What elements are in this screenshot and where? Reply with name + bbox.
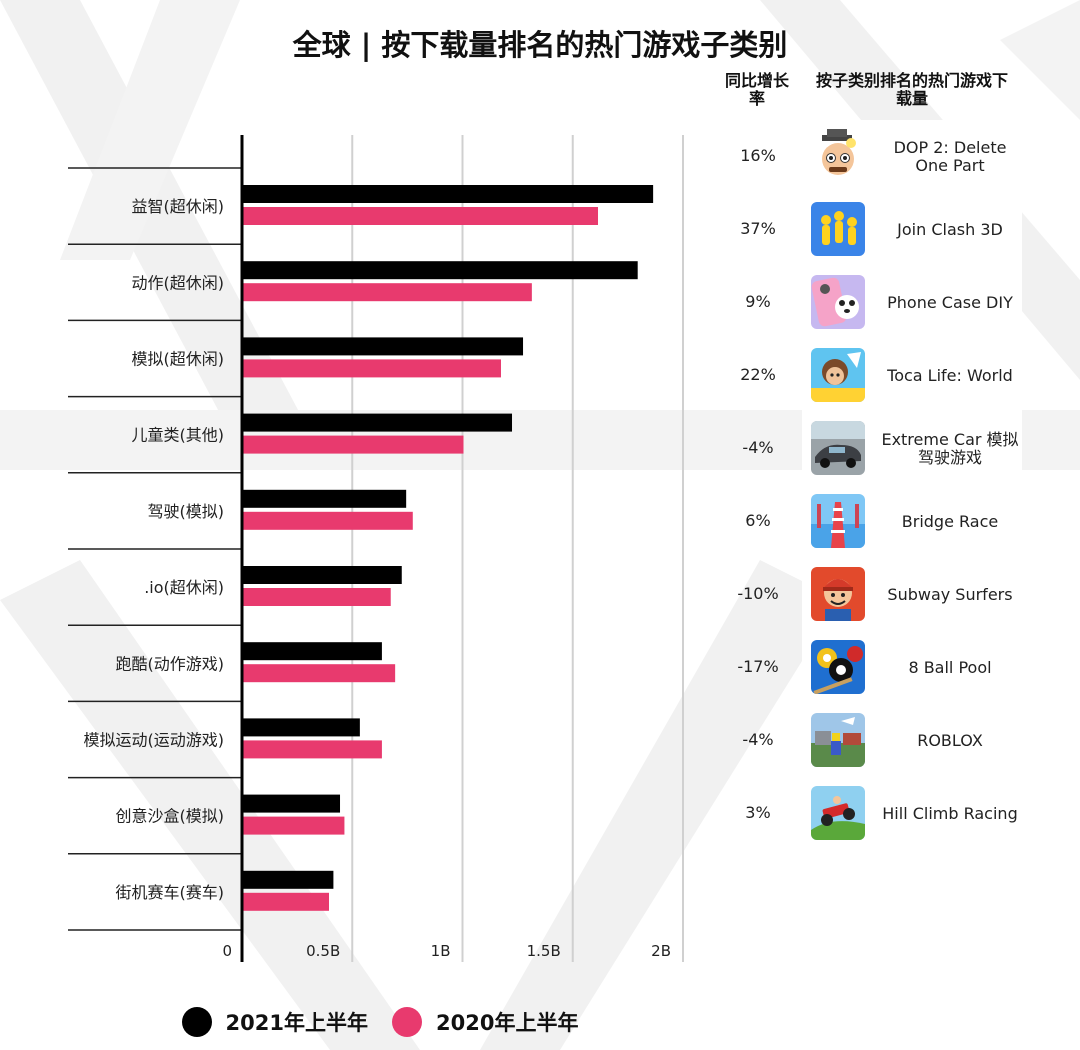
growth-value: 3% <box>745 803 771 822</box>
bar-2021 <box>243 185 654 203</box>
x-tick-label: 1.5B <box>527 942 561 960</box>
top-game-row: 16% DOP 2: Delete One Part <box>720 120 1030 193</box>
legend-item-2021: 2021年上半年 <box>181 1007 368 1037</box>
hill-climb-icon <box>811 786 865 840</box>
game-name: Extreme Car 模拟驾驶游戏 <box>881 429 1019 467</box>
bar-2020 <box>243 435 464 454</box>
x-tick-label: 0.5B <box>306 942 340 960</box>
game-name: Toca Life: World <box>887 365 1013 385</box>
legend: 2021年上半年 2020年上半年 <box>0 1004 760 1040</box>
x-tick-label: 0 <box>222 942 232 960</box>
game-name: 8 Ball Pool <box>908 657 992 677</box>
top-game-row: 6% Bridge Race <box>720 485 1030 558</box>
extreme-car-icon <box>811 421 865 475</box>
x-tick-label: 2B <box>651 942 671 960</box>
dop2-icon <box>811 129 865 183</box>
bar-2020 <box>243 816 345 835</box>
category-label: 街机赛车(赛车) <box>116 883 225 902</box>
category-label: 模拟(超休闲) <box>132 350 225 369</box>
join-clash-icon <box>811 202 865 256</box>
phone-case-icon <box>811 275 865 329</box>
game-name: DOP 2: Delete One Part <box>893 137 1007 175</box>
chart-title: 全球 | 按下载量排名的热门游戏子类别 <box>292 28 788 62</box>
top-game-row: -10% Subway Surfers <box>720 558 1030 631</box>
game-name: Phone Case DIY <box>887 292 1013 312</box>
bar-2021 <box>243 413 513 432</box>
category-label: 驾驶(模拟) <box>148 502 225 521</box>
bar-2020 <box>243 892 329 911</box>
top-game-column-header: 按子类别排名的热门游戏下载量 <box>815 71 1008 108</box>
bar-2021 <box>243 794 341 813</box>
top-game-row: 22% Toca Life: World <box>720 339 1030 412</box>
growth-value: -4% <box>742 730 774 749</box>
legend-swatch-2020 <box>392 1007 422 1037</box>
x-tick-label: 1B <box>431 942 451 960</box>
bar-2020 <box>243 207 599 225</box>
growth-value: 22% <box>740 365 776 384</box>
category-label: 儿童类(其他) <box>132 426 225 445</box>
bar-2021 <box>243 489 407 508</box>
legend-label-2020: 2020年上半年 <box>436 1011 579 1035</box>
game-name: Subway Surfers <box>887 584 1013 604</box>
category-label: 跑酷(动作游戏) <box>116 654 225 673</box>
bar-2021 <box>243 337 524 356</box>
bar-2021 <box>243 261 638 280</box>
legend-item-2020: 2020年上半年 <box>392 1007 578 1037</box>
legend-label-2021: 2021年上半年 <box>225 1011 368 1035</box>
game-name: Hill Climb Racing <box>882 803 1018 823</box>
growth-value: 16% <box>740 146 776 165</box>
toca-life-icon <box>811 348 865 402</box>
bar-2021 <box>243 566 402 584</box>
legend-swatch-2021 <box>181 1007 212 1037</box>
bar-2020 <box>243 588 391 606</box>
bar-2021 <box>243 718 360 737</box>
top-game-row: -4% Extreme Car 模拟驾驶游戏 <box>720 412 1030 485</box>
bar-2021 <box>243 870 334 889</box>
top-game-row: 9% Phone Case DIY <box>720 266 1030 339</box>
category-label: 模拟运动(运动游戏) <box>84 731 225 750</box>
bridge-race-icon <box>811 494 865 548</box>
category-label: 创意沙盒(模拟) <box>116 807 225 826</box>
bar-2020 <box>243 359 501 378</box>
bar-2020 <box>243 664 396 683</box>
roblox-icon <box>811 713 865 767</box>
8-ball-pool-icon <box>811 640 865 694</box>
category-label: 动作(超休闲) <box>132 273 225 292</box>
bar-2020 <box>243 511 413 530</box>
top-game-row: -4% ROBLOX <box>720 704 1030 777</box>
game-name: Bridge Race <box>901 511 999 531</box>
bar-2020 <box>243 740 382 759</box>
game-name: Join Clash 3D <box>897 219 1003 239</box>
growth-value: -4% <box>742 438 774 457</box>
game-name: ROBLOX <box>917 730 983 750</box>
growth-value: 6% <box>745 511 771 530</box>
top-game-row: 3% Hill Climb Racing <box>720 777 1030 850</box>
bar-2021 <box>243 642 382 661</box>
subway-surfers-icon <box>811 567 865 621</box>
growth-value: -10% <box>737 584 779 603</box>
growth-column-header: 同比增长率 <box>724 71 789 108</box>
growth-value: 37% <box>740 219 776 238</box>
top-game-row: -17% 8 Ball Pool <box>720 631 1030 704</box>
bar-2020 <box>243 283 532 302</box>
top-game-row: 37% Join Clash 3D <box>720 193 1030 266</box>
category-label: .io(超休闲) <box>144 578 224 597</box>
growth-value: -17% <box>737 657 779 676</box>
category-label: 益智(超休闲) <box>132 197 225 216</box>
growth-value: 9% <box>745 292 771 311</box>
bar-chart: 益智(超休闲) 动作(超休闲) 模拟(超休闲) 儿童类(其他) 驾驶(模拟) .io(超休… <box>68 135 684 962</box>
